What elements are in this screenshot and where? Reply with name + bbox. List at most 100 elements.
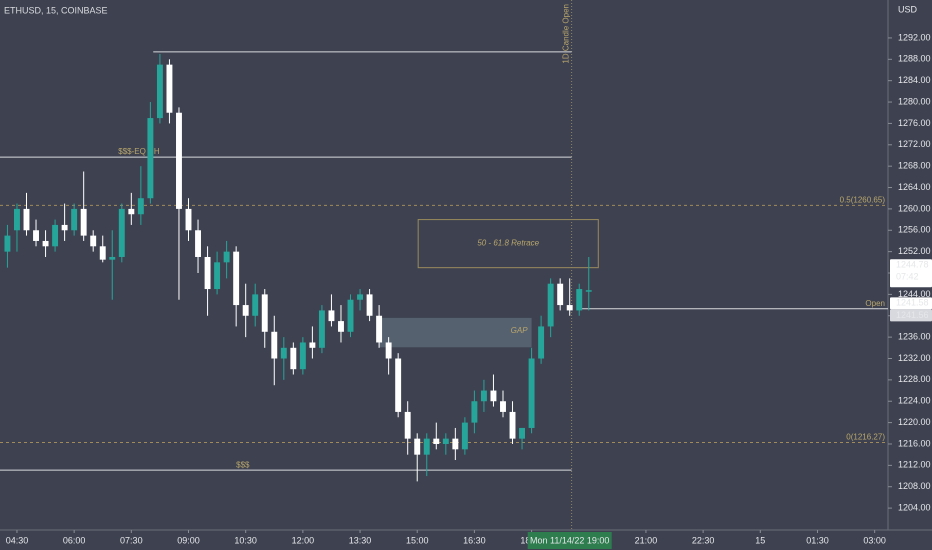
candle-body — [42, 240, 49, 247]
candle-body — [509, 411, 516, 439]
zone-label: GAP — [511, 326, 529, 335]
x-tick-label: 01:30 — [806, 535, 829, 545]
candle-body — [366, 294, 373, 316]
candle-body — [109, 256, 116, 260]
y-tick-label: 1228.00 — [898, 374, 931, 384]
crosshair-time-box — [527, 532, 612, 549]
candle-body — [318, 310, 325, 348]
candle-body — [385, 342, 392, 359]
candle-body — [423, 438, 430, 455]
y-tick-label: 1236.00 — [898, 332, 931, 342]
candle-body — [471, 401, 478, 423]
candle-body — [33, 230, 39, 241]
candle-body — [414, 438, 421, 455]
candle-body — [404, 411, 411, 439]
candle-body — [261, 294, 268, 332]
candle-body — [233, 251, 240, 306]
candle-body — [338, 321, 344, 332]
price-tag — [890, 297, 932, 310]
price-tag — [890, 259, 932, 288]
zone — [379, 317, 532, 348]
candle-body — [395, 358, 402, 412]
candle-body — [71, 208, 78, 231]
y-tick-label: 1216.00 — [898, 438, 931, 448]
candle-body — [176, 112, 182, 209]
candle-body — [557, 283, 564, 306]
y-tick-label: 1292.00 — [898, 32, 931, 42]
candle-body — [452, 438, 459, 450]
price-tag-label: 1241.56 — [896, 310, 929, 320]
candle-body — [442, 438, 449, 444]
y-tick-label: 1220.00 — [898, 417, 931, 427]
y-tick-label: 1264.00 — [898, 182, 931, 192]
candle-body — [23, 208, 30, 231]
candle-body — [99, 246, 106, 260]
zone-label: 50 - 61.8 Retrace — [477, 239, 539, 248]
candle-body — [519, 427, 526, 439]
candle-body — [252, 294, 259, 316]
x-tick-label: 22:30 — [692, 535, 715, 545]
candle-body — [538, 326, 545, 359]
candle-body — [576, 289, 583, 311]
candle-body — [242, 305, 249, 316]
level-label: $$$-EQ HH — [118, 147, 160, 156]
candle-body — [299, 342, 306, 370]
candle-body — [137, 198, 144, 215]
candle-body — [90, 235, 97, 247]
candle-body — [290, 347, 297, 370]
price-tag-label: 1244.78 — [896, 260, 929, 270]
candle-body — [585, 290, 592, 292]
candle-body — [547, 283, 554, 327]
price-tag-countdown: 07:42 — [896, 272, 919, 282]
x-tick-label: 07:30 — [120, 535, 143, 545]
candle-body — [52, 224, 59, 247]
candle-body — [461, 422, 468, 450]
y-tick-label: 1252.00 — [898, 246, 931, 256]
candle-body — [4, 235, 11, 252]
candle-body — [271, 331, 278, 359]
crosshair-time: Mon 11/14/22 19:00 — [530, 535, 609, 545]
y-tick-label: 1284.00 — [898, 75, 931, 85]
zone — [417, 219, 599, 269]
chart-title: ETHUSD, 15, COINBASE — [4, 5, 108, 15]
candle-body — [433, 438, 440, 444]
candle-body — [280, 347, 287, 359]
candle-body — [14, 208, 20, 231]
x-tick-label: 04:30 — [6, 535, 29, 545]
candle-body — [185, 208, 192, 231]
candle-body — [61, 224, 68, 231]
y-tick-label: 1244.00 — [898, 289, 931, 299]
x-tick-label: 16:30 — [463, 535, 486, 545]
y-tick-label: 1212.00 — [898, 460, 931, 470]
candle-body — [480, 390, 487, 402]
level-label: 0.5(1260.65) — [840, 196, 886, 205]
y-tick-label: 1276.00 — [898, 118, 931, 128]
y-tick-label: 1208.00 — [898, 481, 931, 491]
x-tick-label: 13:30 — [349, 535, 372, 545]
price-tag — [890, 309, 932, 322]
x-tick-label: 15:00 — [406, 535, 429, 545]
x-tick-label: 21:00 — [635, 535, 658, 545]
candle-body — [80, 208, 87, 236]
x-tick-label: 06:00 — [63, 535, 86, 545]
x-tick-label: 09:00 — [177, 535, 200, 545]
y-tick-label: 1260.00 — [898, 203, 931, 213]
y-tick-label: 1288.00 — [898, 54, 931, 64]
y-tick-label: 1204.00 — [898, 502, 931, 512]
x-tick-label: 15 — [755, 535, 765, 545]
candle-body — [128, 208, 135, 215]
y-tick-label: 1272.00 — [898, 139, 931, 149]
y-tick-label: 1224.00 — [898, 396, 931, 406]
day-open-label: 1D Candle Open — [562, 4, 571, 64]
y-tick-label: 1232.00 — [898, 353, 931, 363]
candle-body — [376, 315, 383, 343]
y-tick-label: 1268.00 — [898, 161, 931, 171]
candle-body — [166, 64, 173, 113]
candle-body — [118, 208, 125, 257]
x-tick-label: 03:00 — [863, 535, 886, 545]
candle-body — [357, 294, 363, 300]
level-label: $$$ — [236, 460, 250, 469]
candle-body — [309, 342, 316, 348]
